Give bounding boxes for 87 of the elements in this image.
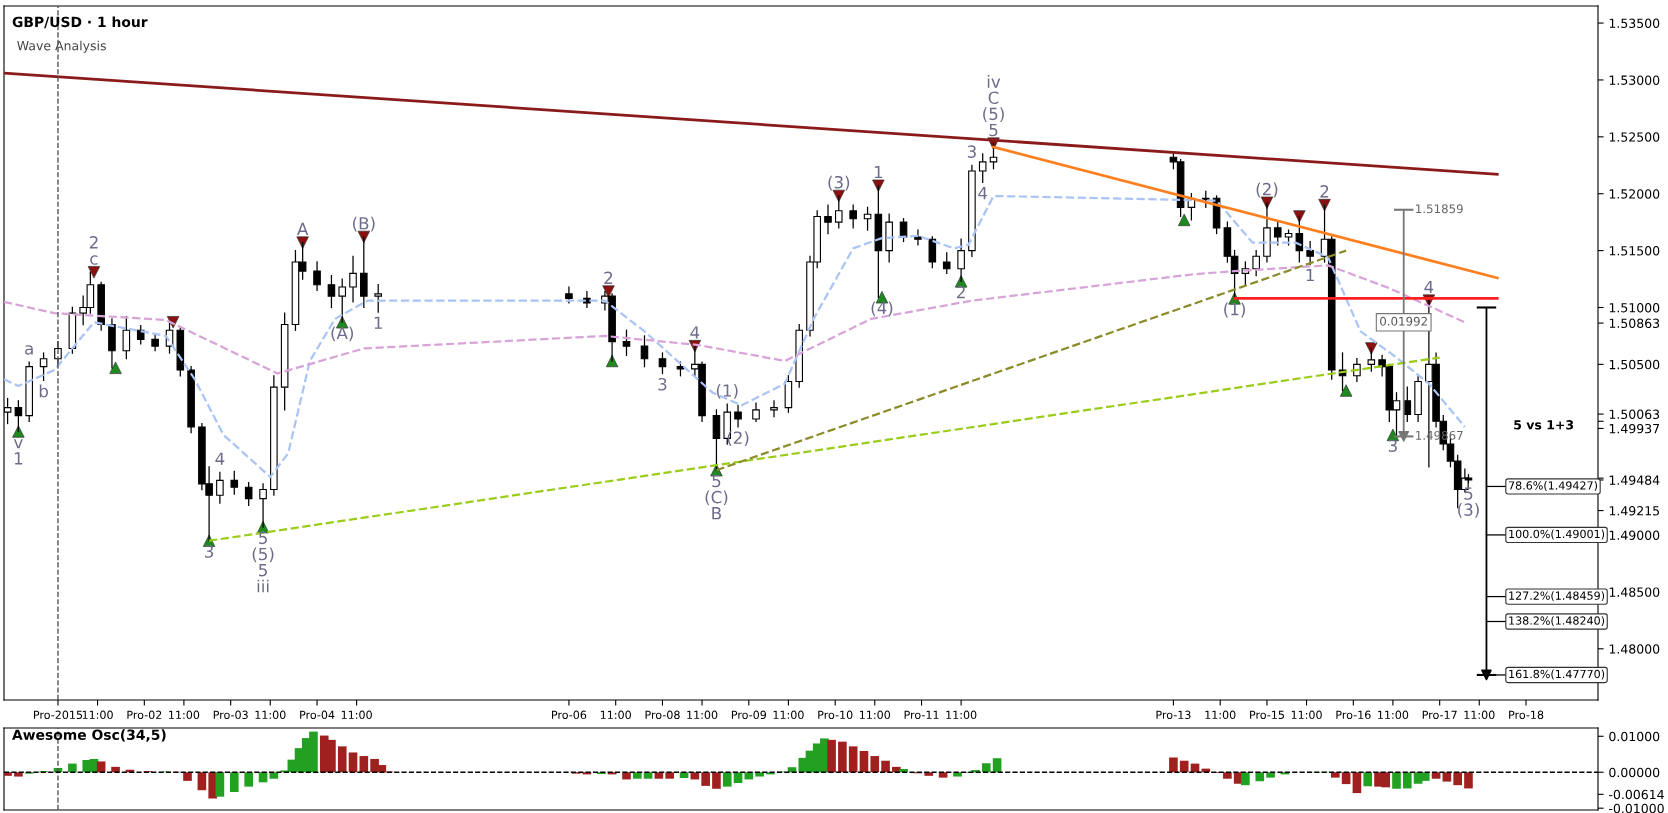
x-tick-label: Pro-08 (645, 710, 680, 720)
annotation: 2 (1320, 185, 1329, 198)
ref-line-label: 127.2%(1.48459) (1509, 591, 1605, 602)
annotation: 3 (658, 377, 667, 391)
annotation: (3) (828, 175, 850, 191)
x-tick-label: Pro-13 (1156, 710, 1191, 720)
annotation: 4 (690, 326, 700, 339)
annotation: 3 (205, 545, 214, 558)
annotation: 0.01992 (1380, 316, 1427, 326)
y-tick-label: 1.53000 (1609, 75, 1660, 85)
x-tick-label: 11:00 (946, 710, 977, 720)
y-tick-label: 1.50500 (1609, 359, 1660, 370)
x-tick-label: 11:00 (1205, 710, 1236, 720)
text: GBP/USD · 1 hour (12, 16, 148, 29)
annotation: 5 vs 1+3 (1514, 420, 1574, 430)
y-tick-label: 1.50063 (1609, 409, 1660, 420)
ref-line-label: 100.0%(1.49001) (1509, 529, 1605, 540)
annotation: 4 (215, 452, 225, 465)
y-tick-label: 1.53500 (1609, 18, 1660, 28)
annotation: (A) (331, 326, 353, 342)
annotation: b (39, 384, 48, 398)
x-tick-label: Pro-18 (1509, 710, 1544, 720)
x-tick-label: Pro-09 (731, 710, 767, 720)
y-tick-label: 1.52000 (1609, 189, 1660, 199)
annotation: 2 c (89, 236, 98, 265)
x-tick-label: Pro-15 (1250, 710, 1284, 720)
x-tick-label: Pro-04 (300, 710, 335, 720)
annotation: 4 (978, 187, 988, 200)
x-tick-label: Pro-02 (127, 710, 162, 720)
annotation: iv C (5) 5 (983, 74, 1004, 137)
x-tick-label: Pro-10 (818, 710, 853, 720)
x-tick-label: Pro-17 (1422, 710, 1457, 720)
annotation: 5 (C) B (705, 474, 728, 520)
annotation: 2 (957, 285, 965, 299)
annotation: 1.51859 (1416, 204, 1463, 214)
x-tick-label: Pro-2015 (34, 710, 83, 720)
y-tick-label: -0.01000 (1609, 803, 1664, 813)
annotation: 1 (1306, 268, 1314, 282)
y-tick-label: 1.50863 (1609, 318, 1660, 329)
chart-title: Awesome Osc(34,5) (12, 729, 166, 742)
text: Wave Analysis (17, 40, 106, 53)
y-tick-label: 1.51000 (1609, 302, 1660, 313)
x-tick-label: 11:00 (773, 710, 804, 720)
annotation: 2 (604, 271, 613, 284)
y-tick-label: 0.01000 (1609, 731, 1660, 742)
annotation: a (25, 345, 33, 355)
x-tick-label: 11:00 (255, 710, 286, 720)
annotation: 1 (374, 316, 382, 329)
ref-line-label: 138.2%(1.48240) (1509, 616, 1605, 627)
annotation: 1 (874, 165, 883, 179)
y-tick-label: 1.49000 (1609, 530, 1660, 540)
x-tick-label: Pro-03 (213, 710, 248, 720)
x-tick-label: Pro-06 (552, 710, 587, 720)
x-tick-label: Pro-11 (904, 710, 939, 720)
y-tick-label: 1.49937 (1609, 423, 1660, 434)
x-tick-label: 11:00 (687, 710, 718, 720)
x-tick-label: Pro-16 (1336, 710, 1371, 720)
y-tick-label: 1.49215 (1609, 506, 1660, 516)
annotation: v 1 (13, 439, 23, 465)
y-tick-label: 1.49484 (1609, 475, 1660, 485)
x-tick-label: 11:00 (341, 710, 372, 720)
annotation: (1) (1224, 302, 1245, 318)
annotation: 4 (1424, 280, 1434, 294)
x-tick-label: 11:00 (169, 710, 200, 720)
y-tick-label: -0.00614 (1609, 789, 1664, 800)
x-tick-label: 11:00 (1464, 710, 1495, 720)
ref-line-label: 161.8%(1.47770) (1509, 669, 1605, 680)
x-tick-label: 11:00 (1378, 710, 1409, 720)
ref-line-label: 78.6%(1.49427) (1508, 481, 1597, 491)
annotation: 5 (5) 5 iii (252, 531, 274, 593)
y-tick-label: 1.48500 (1609, 587, 1660, 597)
y-tick-label: 0.00000 (1609, 767, 1660, 778)
annotation: (4) (871, 301, 893, 317)
annotation: A (297, 222, 309, 236)
annotation: 5 (3) (1458, 487, 1479, 518)
annotation: (B) (353, 216, 375, 232)
x-tick-label: 11:00 (600, 710, 631, 720)
annotation: 3 (1388, 439, 1397, 452)
annotation: (2) (1256, 182, 1278, 198)
annotation: 3 (967, 145, 976, 158)
x-tick-label: 11:00 (1291, 710, 1322, 720)
annotation: (1) (716, 383, 738, 399)
y-tick-label: 1.48000 (1609, 644, 1660, 654)
y-tick-label: 1.52500 (1609, 132, 1660, 142)
x-tick-label: 11:00 (859, 710, 891, 720)
x-tick-label: 11:00 (82, 710, 113, 720)
y-tick-label: 1.51500 (1609, 246, 1660, 256)
